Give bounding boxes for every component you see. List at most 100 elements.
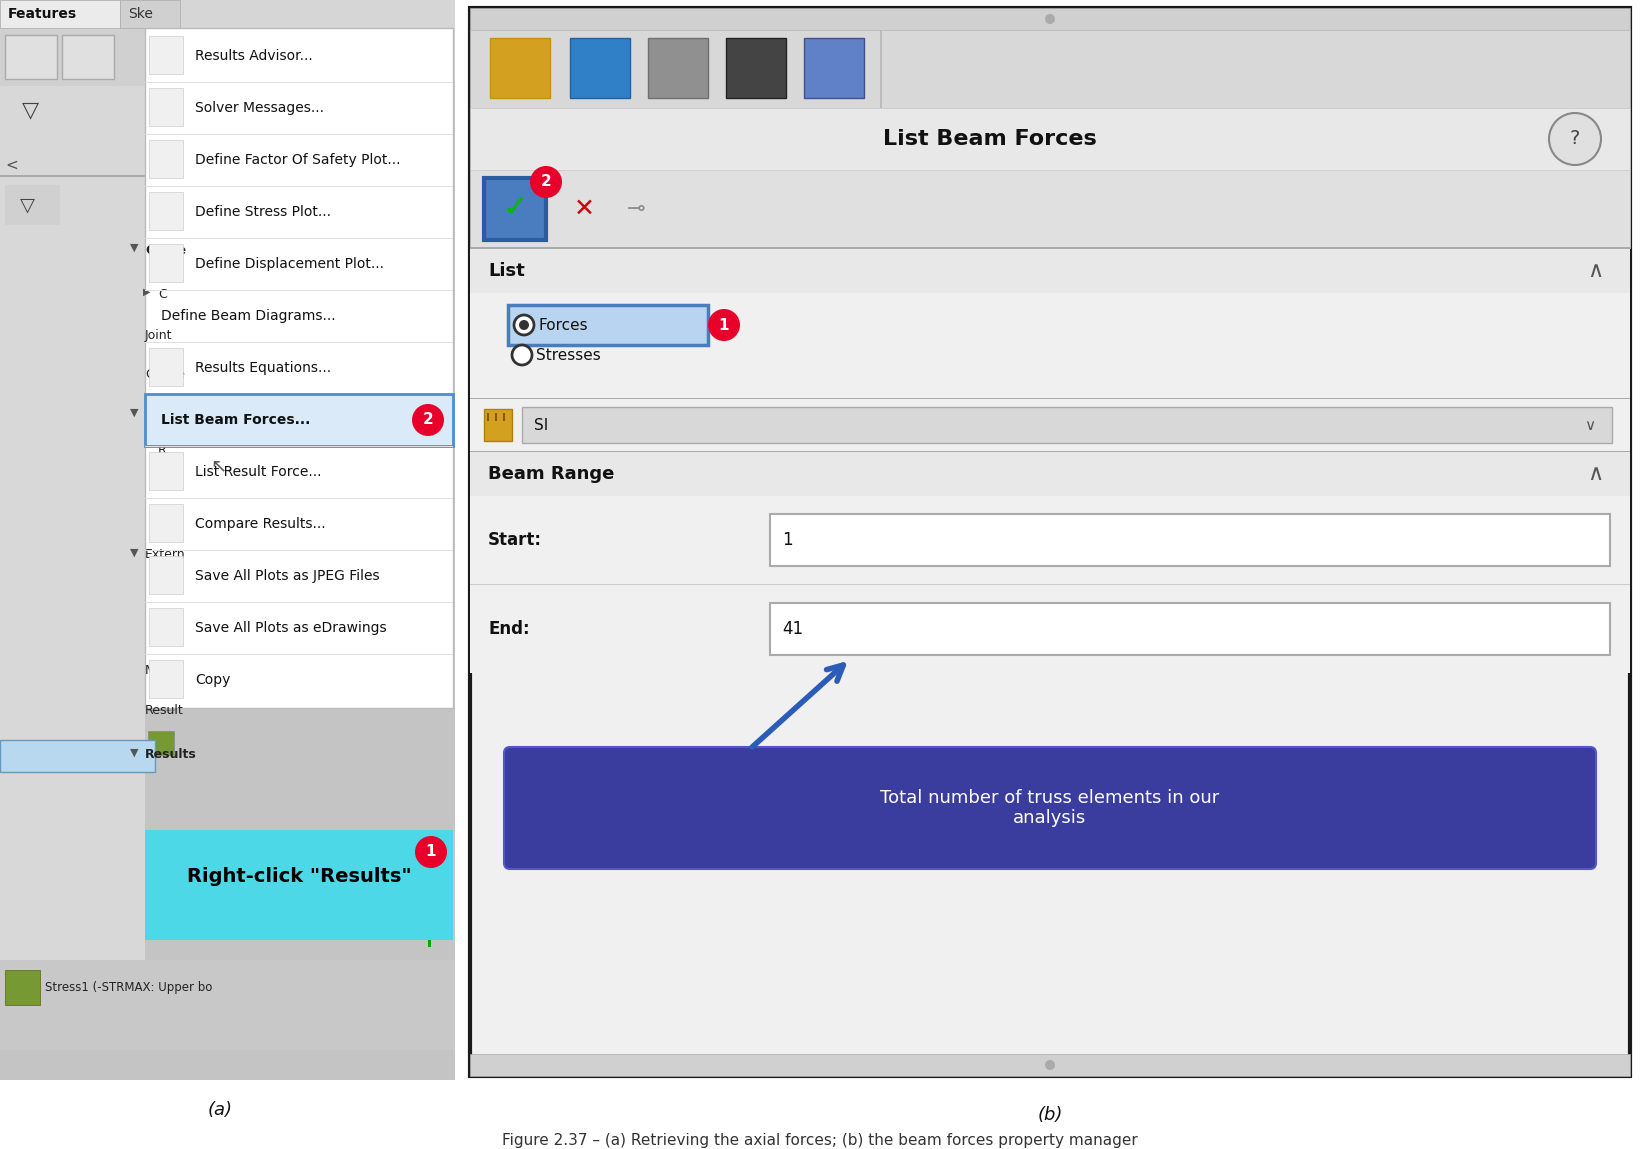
Bar	[148, 226, 174, 250]
Bar	[5, 90, 57, 130]
Text: Start:: Start:	[488, 531, 542, 549]
Bar	[148, 566, 174, 589]
Bar	[5, 185, 61, 225]
Text: List: List	[488, 262, 525, 280]
Bar	[148, 531, 174, 555]
Text: 2: 2	[540, 175, 552, 190]
Bar	[570, 38, 631, 98]
Text: <: <	[5, 157, 18, 172]
Text: Solver Messages...: Solver Messages...	[195, 101, 323, 115]
Bar	[470, 108, 1631, 170]
Bar	[149, 140, 182, 178]
Bar	[144, 28, 453, 708]
Text: Crane: Crane	[144, 244, 186, 256]
Bar	[880, 30, 882, 108]
Text: Y: Y	[440, 854, 448, 866]
Text: R: R	[158, 503, 167, 517]
Circle shape	[1044, 1061, 1056, 1070]
Bar	[770, 603, 1611, 655]
FancyBboxPatch shape	[504, 747, 1596, 869]
Text: Ske: Ske	[128, 7, 153, 21]
Text: Mesh: Mesh	[144, 663, 177, 677]
Circle shape	[1548, 113, 1601, 165]
Text: R: R	[158, 444, 167, 456]
Bar	[502, 412, 506, 421]
Bar	[470, 1054, 1631, 1075]
Text: Beam Range: Beam Range	[488, 465, 614, 483]
Text: Save All Plots as eDrawings: Save All Plots as eDrawings	[195, 620, 386, 635]
Text: Define Displacement Plot...: Define Displacement Plot...	[195, 257, 384, 271]
Text: (b): (b)	[1038, 1106, 1062, 1124]
Bar	[148, 456, 174, 480]
Bar	[149, 608, 182, 646]
Bar	[149, 244, 182, 282]
Text: Features: Features	[8, 7, 77, 21]
Bar	[0, 0, 455, 28]
Text: Total number of truss elements in our
analysis: Total number of truss elements in our an…	[880, 788, 1220, 827]
Circle shape	[1044, 14, 1056, 24]
Text: ✕: ✕	[573, 196, 594, 221]
Text: 1: 1	[782, 531, 793, 549]
Bar	[522, 407, 1612, 444]
Text: Result: Result	[144, 703, 184, 717]
Bar	[0, 961, 455, 1050]
Text: Define Beam Diagrams...: Define Beam Diagrams...	[161, 309, 335, 323]
Text: Right-click "Results": Right-click "Results"	[187, 867, 410, 887]
Text: ▶: ▶	[143, 287, 151, 296]
Bar	[470, 30, 1631, 108]
Bar	[148, 267, 174, 290]
Bar	[484, 178, 547, 240]
Text: Conne: Conne	[144, 369, 186, 381]
Bar	[489, 38, 550, 98]
Bar	[149, 88, 182, 126]
Text: End:: End:	[488, 620, 530, 638]
Text: Define Stress Plot...: Define Stress Plot...	[195, 205, 332, 219]
Bar	[148, 426, 174, 450]
Text: ▼: ▼	[130, 748, 138, 758]
Bar	[726, 38, 787, 98]
Bar	[120, 0, 181, 28]
Text: ↑: ↑	[419, 928, 438, 953]
Text: ↑: ↑	[419, 928, 438, 953]
Text: ▼: ▼	[130, 548, 138, 558]
Bar	[149, 36, 182, 74]
Text: Joint: Joint	[144, 329, 172, 341]
Bar	[62, 34, 113, 79]
Text: 41: 41	[782, 620, 803, 638]
Text: ▼: ▼	[130, 242, 138, 253]
Text: Compare Results...: Compare Results...	[195, 517, 325, 531]
Text: F: F	[158, 618, 166, 632]
Bar	[470, 249, 1631, 293]
Bar	[770, 514, 1611, 566]
Bar	[805, 38, 864, 98]
Text: ∨: ∨	[1585, 417, 1596, 432]
Text: C: C	[158, 288, 167, 301]
Text: Stress1 (-STRMAX: Upper bo: Stress1 (-STRMAX: Upper bo	[44, 980, 212, 994]
Bar	[148, 311, 174, 336]
Bar	[507, 304, 708, 345]
Bar	[149, 556, 182, 594]
Circle shape	[514, 315, 534, 336]
Bar	[5, 970, 39, 1005]
Bar	[144, 830, 453, 940]
Text: Forces: Forces	[539, 317, 588, 332]
Circle shape	[412, 404, 443, 435]
Bar	[470, 399, 1631, 452]
Text: Results Equations...: Results Equations...	[195, 361, 332, 375]
Circle shape	[530, 165, 562, 198]
Text: ✓: ✓	[502, 194, 527, 224]
Bar	[0, 86, 144, 1016]
Bar	[148, 646, 174, 670]
Text: Results Advisor...: Results Advisor...	[195, 49, 312, 63]
Text: 1: 1	[425, 845, 437, 859]
Circle shape	[519, 321, 529, 330]
Text: ?: ?	[1570, 130, 1580, 148]
Text: List Beam Forces: List Beam Forces	[883, 129, 1097, 149]
Bar	[0, 740, 154, 772]
Text: (a): (a)	[207, 1101, 233, 1119]
Text: ∧: ∧	[1586, 464, 1603, 484]
Bar	[148, 350, 174, 375]
Bar	[470, 452, 1631, 496]
Circle shape	[415, 836, 447, 867]
Text: Stresses: Stresses	[535, 347, 601, 362]
